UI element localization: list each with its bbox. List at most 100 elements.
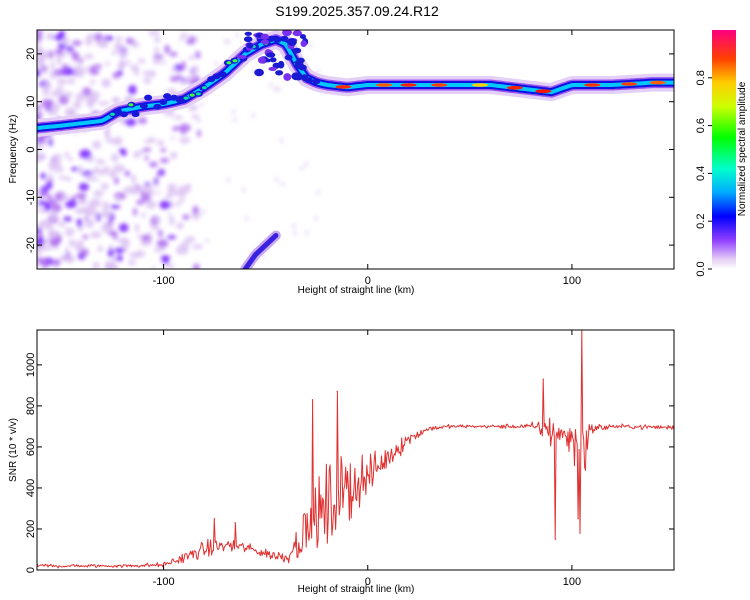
noise-blob — [308, 43, 313, 49]
noise-blob — [181, 137, 186, 142]
noise-blob — [62, 37, 70, 46]
ridge-blob — [243, 36, 253, 43]
noise-blob — [116, 254, 123, 262]
spectrogram-y-tick-label: 10 — [25, 96, 37, 108]
ridge-blob — [218, 71, 227, 78]
ridge-blob — [284, 54, 293, 61]
noise-blob — [50, 159, 62, 167]
snr-y-tick-label: 1000 — [25, 353, 37, 377]
snr-point — [312, 399, 314, 401]
noise-blob — [316, 190, 321, 195]
noise-blob — [180, 197, 185, 203]
noise-blob — [90, 231, 102, 239]
noise-blob — [169, 75, 180, 82]
noise-blob — [232, 117, 237, 123]
noise-blob — [188, 104, 198, 112]
noise-blob — [141, 212, 146, 218]
noise-blob — [185, 185, 191, 193]
noise-blob — [114, 42, 124, 51]
noise-blob — [92, 64, 103, 69]
ridge-blob — [292, 30, 303, 37]
noise-blob — [105, 35, 114, 41]
noise-blob — [141, 184, 153, 194]
noise-blob — [111, 97, 121, 103]
noise-blob — [37, 61, 45, 66]
noise-blob — [60, 194, 70, 200]
noise-blob — [192, 65, 199, 74]
noise-blob — [167, 235, 177, 240]
noise-blob — [62, 63, 67, 72]
noise-blob — [226, 39, 231, 45]
ridge-blob — [260, 33, 269, 40]
colorbar-title: Normalized spectral amplitude — [737, 81, 748, 216]
noise-blob — [87, 200, 97, 211]
noise-blob — [111, 49, 117, 56]
snr-point — [336, 390, 338, 393]
spectrogram-y-tick-label: -20 — [25, 237, 37, 253]
ridge-blob — [292, 47, 302, 54]
noise-blob — [43, 238, 51, 245]
noise-blob — [114, 247, 125, 254]
spectrogram-x-tick-label: 0 — [365, 275, 371, 287]
noise-blob — [135, 199, 145, 205]
noise-blob — [118, 223, 129, 233]
snr-point — [234, 522, 236, 524]
noise-blob — [167, 186, 172, 197]
noise-blob — [65, 200, 77, 209]
ridge-blob-core — [226, 61, 232, 65]
noise-blob — [156, 190, 161, 196]
ridge-blob — [246, 42, 254, 49]
noise-blob — [72, 65, 85, 71]
noise-blob — [53, 153, 62, 161]
noise-blob — [293, 230, 298, 236]
noise-blob — [58, 175, 67, 180]
ridge-blob — [268, 66, 277, 71]
noise-blob — [192, 244, 204, 250]
ridge-blob — [113, 108, 122, 115]
noise-blob — [103, 165, 110, 173]
noise-blob — [195, 50, 201, 59]
spectrogram-y-tick-label: -10 — [25, 189, 37, 205]
noise-blob — [156, 239, 169, 248]
noise-blob — [144, 155, 149, 161]
spectrogram-x-tick-label: -100 — [153, 275, 175, 287]
noise-blob — [199, 101, 204, 107]
noise-blob — [94, 32, 103, 42]
snr-x-axis-title: Height of straight line (km) — [298, 584, 415, 595]
ridge-blob-core — [128, 103, 134, 107]
noise-blob — [84, 218, 95, 229]
noise-blob — [135, 250, 145, 258]
noise-blob — [84, 216, 89, 221]
noise-blob — [153, 177, 159, 184]
noise-blob — [85, 97, 91, 106]
noise-blob — [201, 209, 206, 215]
noise-blob — [304, 161, 309, 167]
noise-blob — [49, 71, 55, 76]
noise-blob — [64, 227, 75, 237]
noise-blob — [71, 40, 82, 46]
noise-blob — [57, 78, 67, 86]
noise-blob — [84, 53, 94, 60]
noise-blob — [89, 68, 100, 75]
ridge-blob — [260, 39, 270, 45]
noise-blob — [142, 147, 152, 153]
noise-blob — [67, 51, 73, 56]
ridge-hotspot — [335, 85, 352, 89]
noise-blob — [64, 151, 69, 158]
noise-blob — [111, 255, 117, 263]
noise-blob — [280, 181, 285, 187]
ridge-hotspot — [506, 86, 523, 90]
noise-blob — [191, 114, 200, 120]
ridge-blob — [273, 36, 282, 43]
noise-blob — [148, 161, 158, 168]
noise-blob — [132, 182, 137, 192]
noise-blob — [78, 182, 89, 192]
noise-blob — [40, 172, 47, 180]
snr-point — [555, 538, 557, 540]
noise-blob — [39, 220, 46, 228]
noise-blob — [279, 138, 284, 144]
ridge-blob — [266, 52, 276, 58]
noise-blob — [117, 61, 126, 69]
